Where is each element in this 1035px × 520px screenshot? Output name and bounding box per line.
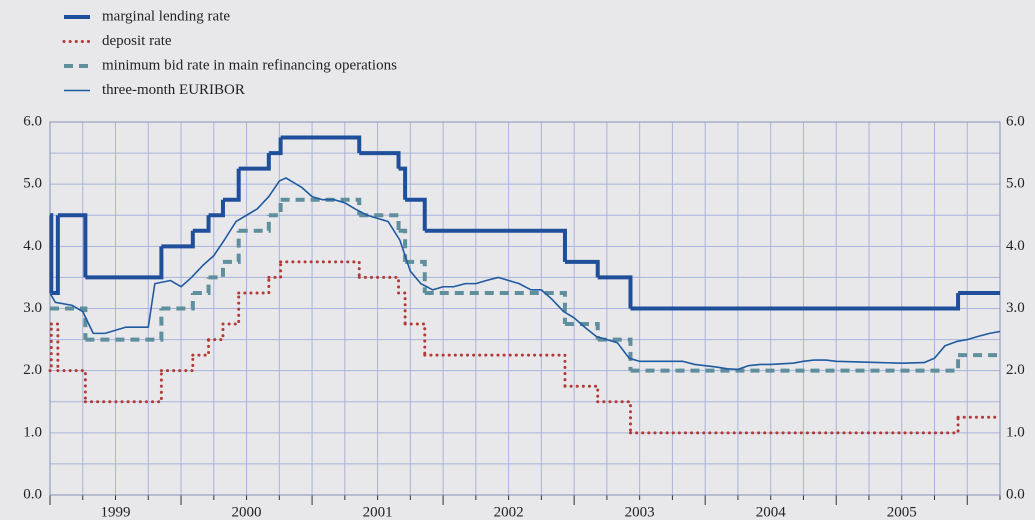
step-segment <box>597 337 633 371</box>
step-segment <box>237 275 271 295</box>
step-segment <box>192 277 211 295</box>
x-tick-label: 2004 <box>756 504 787 520</box>
step-segment <box>238 153 271 171</box>
legend-label: minimum bid rate in main refinancing ope… <box>102 57 397 73</box>
step-segment <box>359 213 401 231</box>
y2-tick-label: 0.0 <box>1006 486 1025 502</box>
step-segment <box>208 261 225 280</box>
step-segment <box>357 275 401 295</box>
step-segment <box>57 213 88 278</box>
step-segment <box>208 199 225 218</box>
step-segment <box>398 166 408 200</box>
y-tick-label: 1.0 <box>23 424 42 440</box>
x-tick-label: 1999 <box>101 504 131 520</box>
step-segment <box>405 197 427 231</box>
step-segment <box>49 322 60 373</box>
step-segment <box>51 215 60 295</box>
x-tick-label: 2005 <box>887 504 917 520</box>
step-segment <box>161 292 195 311</box>
step-segment <box>83 369 163 404</box>
step-segment <box>398 228 408 262</box>
step-segment <box>238 215 271 233</box>
step-segment <box>424 228 567 262</box>
x-tick-label: 2002 <box>494 504 524 520</box>
step-segment <box>50 306 88 340</box>
step-segment <box>280 135 362 154</box>
step-segment <box>192 215 211 233</box>
step-segment <box>628 415 960 435</box>
y-tick-label: 6.0 <box>23 113 42 129</box>
y-tick-label: 3.0 <box>23 300 42 316</box>
y2-tick-label: 3.0 <box>1006 300 1025 316</box>
legend-label: deposit rate <box>102 33 172 49</box>
y2-tick-label: 2.0 <box>1006 362 1025 378</box>
step-segment <box>597 275 633 309</box>
y2-tick-label: 5.0 <box>1006 176 1025 192</box>
series-line <box>49 177 1001 371</box>
step-segment <box>596 400 632 435</box>
step-segment <box>397 291 407 326</box>
step-segment <box>85 308 164 342</box>
step-segment <box>630 355 961 373</box>
step-segment <box>221 291 241 326</box>
step-segment <box>564 322 600 340</box>
y-tick-label: 0.0 <box>23 486 42 502</box>
step-segment <box>159 353 195 373</box>
step-segment <box>49 213 54 293</box>
legend-label: marginal lending rate <box>102 8 230 24</box>
y-tick-label: 5.0 <box>23 176 42 192</box>
step-segment <box>56 369 87 404</box>
step-segment <box>279 260 361 279</box>
legend-label: three-month EURIBOR <box>102 82 245 98</box>
step-segment <box>268 137 283 156</box>
step-segment <box>424 290 567 325</box>
step-segment <box>423 353 567 388</box>
y2-tick-label: 4.0 <box>1006 238 1025 254</box>
step-segment <box>630 292 961 311</box>
step-segment <box>191 338 211 357</box>
step-segment <box>207 322 225 342</box>
y2-tick-label: 1.0 <box>1006 424 1025 440</box>
y2-tick-label: 6.0 <box>1006 113 1025 129</box>
step-segment <box>85 246 164 280</box>
step-segment <box>222 230 241 264</box>
x-tick-label: 2000 <box>232 504 262 520</box>
step-segment <box>222 168 241 202</box>
step-segment <box>48 322 53 373</box>
step-segment <box>405 259 427 293</box>
step-segment <box>268 199 283 218</box>
y-tick-label: 2.0 <box>23 362 42 378</box>
step-segment <box>267 260 283 279</box>
x-tick-label: 2001 <box>363 504 393 520</box>
x-tick-label: 2003 <box>625 504 655 520</box>
step-segment <box>403 322 427 357</box>
y-tick-label: 4.0 <box>23 238 42 254</box>
step-segment <box>280 197 362 216</box>
step-segment <box>161 230 195 249</box>
step-segment <box>564 259 600 278</box>
step-segment <box>563 384 600 404</box>
step-segment <box>359 151 401 169</box>
